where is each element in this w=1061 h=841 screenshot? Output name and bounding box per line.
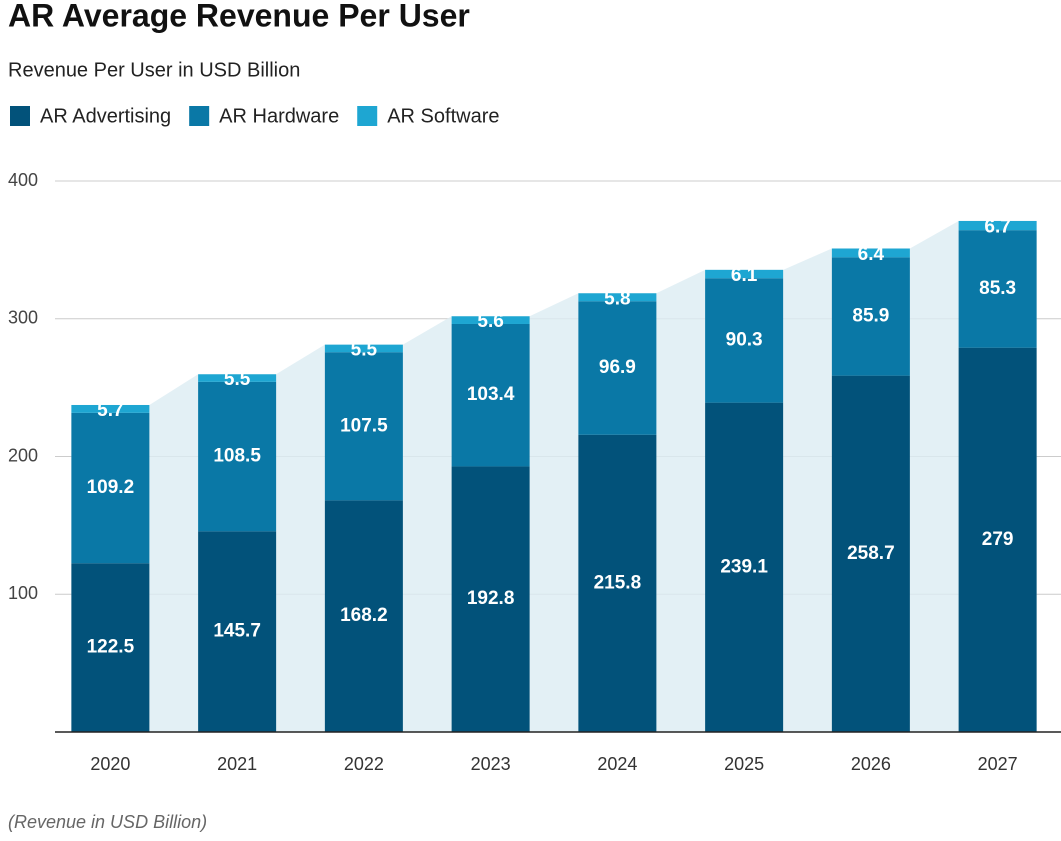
value-label: 145.7 bbox=[213, 621, 261, 642]
value-label: 108.5 bbox=[213, 446, 261, 467]
y-tick-label: 300 bbox=[8, 308, 38, 328]
bar-segment bbox=[831, 257, 910, 376]
bar-segment bbox=[451, 466, 530, 732]
bar-segment bbox=[831, 248, 910, 258]
value-label: 5.6 bbox=[477, 311, 503, 332]
value-label: 103.4 bbox=[467, 384, 515, 405]
y-tick-label: 400 bbox=[8, 170, 38, 190]
value-label: 279 bbox=[982, 529, 1014, 550]
trend-area bbox=[71, 220, 1037, 732]
bar-segment bbox=[451, 316, 530, 324]
y-tick-label: 100 bbox=[8, 583, 38, 603]
x-tick-label: 2021 bbox=[217, 754, 257, 774]
bar-segment bbox=[198, 531, 277, 732]
y-tick-label: 200 bbox=[8, 445, 38, 465]
bar-segment bbox=[71, 404, 150, 413]
x-tick-label: 2023 bbox=[471, 754, 511, 774]
value-label: 5.5 bbox=[351, 339, 378, 360]
bar-segment bbox=[578, 293, 657, 302]
legend-label: AR Software bbox=[387, 105, 499, 127]
bar-segment bbox=[958, 220, 1037, 231]
bar-segment bbox=[198, 381, 277, 532]
value-label: 6.4 bbox=[858, 244, 885, 265]
value-label: 96.9 bbox=[599, 357, 636, 378]
x-tick-label: 2020 bbox=[90, 754, 130, 774]
chart-title: AR Average Revenue Per User bbox=[8, 0, 470, 33]
value-label: 192.8 bbox=[467, 588, 515, 609]
legend-label: AR Advertising bbox=[40, 105, 171, 127]
bar-segment bbox=[705, 269, 784, 279]
value-label: 5.8 bbox=[604, 288, 630, 309]
x-tick-label: 2022 bbox=[344, 754, 384, 774]
bar-segment bbox=[958, 230, 1037, 348]
bar-segment bbox=[71, 563, 150, 732]
bar-segment bbox=[324, 352, 403, 501]
value-label: 6.7 bbox=[984, 217, 1010, 238]
bar-segment bbox=[705, 278, 784, 403]
bar-segment bbox=[71, 412, 150, 564]
chart-subtitle: Revenue Per User in USD Billion bbox=[8, 59, 300, 81]
x-tick-label: 2026 bbox=[851, 754, 891, 774]
footnote: (Revenue in USD Billion) bbox=[8, 812, 207, 832]
bar-segment bbox=[578, 301, 657, 435]
x-tick-label: 2025 bbox=[724, 754, 764, 774]
legend-swatch bbox=[189, 106, 210, 126]
bar-segment bbox=[705, 402, 784, 732]
value-label: 90.3 bbox=[726, 329, 763, 350]
value-label: 168.2 bbox=[340, 605, 388, 626]
bar-segment bbox=[831, 375, 910, 732]
x-tick-label: 2024 bbox=[597, 754, 637, 774]
bar-segment bbox=[578, 434, 657, 732]
value-label: 6.1 bbox=[731, 265, 758, 286]
value-label: 258.7 bbox=[847, 543, 895, 564]
value-label: 239.1 bbox=[720, 556, 768, 577]
bar-segment bbox=[451, 323, 530, 467]
value-label: 5.5 bbox=[224, 369, 251, 390]
value-label: 5.7 bbox=[97, 400, 123, 421]
bar-segment bbox=[324, 500, 403, 732]
value-label: 85.9 bbox=[852, 305, 889, 326]
legend-swatch bbox=[10, 106, 30, 126]
value-label: 85.3 bbox=[979, 278, 1016, 299]
legend-swatch bbox=[357, 106, 378, 126]
value-label: 122.5 bbox=[87, 637, 135, 658]
legend-label: AR Hardware bbox=[219, 105, 339, 127]
bar-segment bbox=[198, 374, 277, 382]
x-tick-label: 2027 bbox=[978, 754, 1018, 774]
value-label: 107.5 bbox=[340, 415, 388, 436]
bar-segment bbox=[324, 344, 403, 353]
bar-segment bbox=[958, 347, 1037, 732]
value-label: 109.2 bbox=[87, 477, 135, 498]
value-label: 215.8 bbox=[594, 572, 642, 593]
